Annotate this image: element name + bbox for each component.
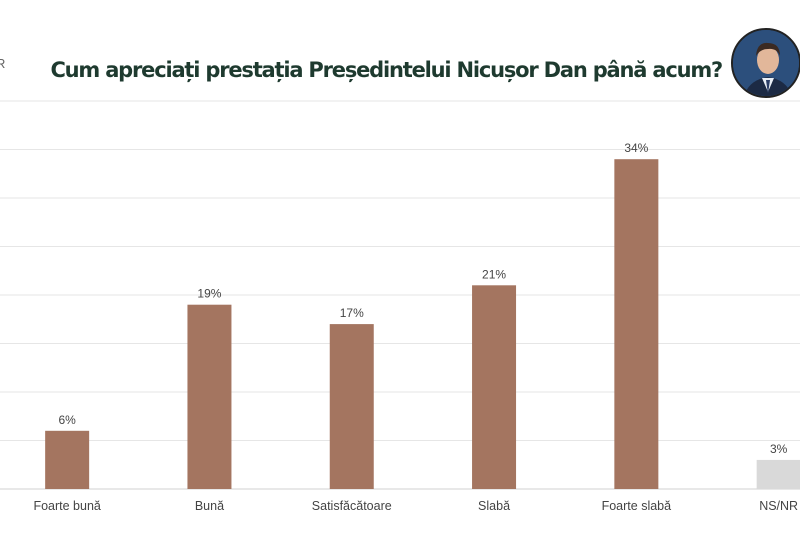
bar (45, 430, 90, 489)
category-label: NS/NR (759, 499, 798, 513)
category-label: Foarte bună (33, 499, 100, 513)
category-label: Slabă (478, 499, 510, 513)
data-label: 17% (340, 306, 364, 320)
portrait-image (731, 28, 800, 98)
bar (614, 159, 659, 489)
data-label: 6% (58, 413, 76, 427)
bar (329, 324, 374, 489)
bar (472, 285, 517, 489)
category-label: Foarte slabă (602, 499, 672, 513)
data-label: 21% (482, 267, 506, 281)
data-label: 3% (770, 442, 788, 456)
category-label: Satisfăcătoare (312, 499, 392, 513)
bar (187, 304, 232, 489)
chart-title: Cum apreciați prestația Președintelui Ni… (50, 58, 723, 82)
category-label: Bună (195, 499, 224, 513)
logo-fragment: R (0, 56, 6, 71)
data-label: 19% (197, 287, 221, 301)
data-label: 34% (624, 141, 648, 155)
bar (756, 459, 800, 489)
